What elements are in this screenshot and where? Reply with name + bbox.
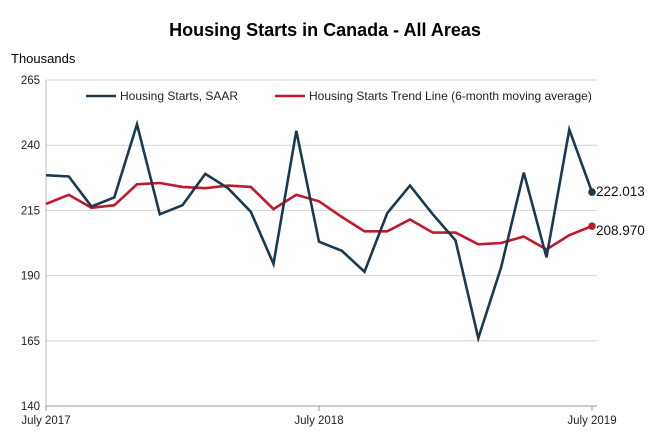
series-lines (45, 119, 596, 344)
legend-label-0: Housing Starts, SAAR (120, 89, 238, 103)
chart-title: Housing Starts in Canada - All Areas (169, 20, 481, 40)
y-tick-label: 190 (21, 271, 40, 283)
y-tick-label: 165 (21, 336, 40, 348)
y-axis-unit-label: Thousands (11, 51, 76, 66)
data-point (588, 188, 596, 196)
x-tick-label: July 2017 (21, 415, 70, 427)
series-line-1 (45, 181, 593, 252)
data-point (588, 222, 596, 230)
grid-lines (45, 79, 597, 407)
y-tick-label: 240 (21, 140, 40, 152)
legend-label-1: Housing Starts Trend Line (6-month movin… (309, 89, 592, 103)
y-tick-label: 265 (21, 75, 40, 87)
end-label-0: 222.013 (596, 184, 645, 199)
end-label-1: 208.970 (596, 223, 645, 238)
y-axis-ticks: 140 165 190 215 240 265 (21, 75, 40, 413)
legend: Housing Starts, SAAR Housing Starts Trend… (86, 89, 592, 103)
y-tick-label: 140 (21, 401, 40, 413)
end-labels: 222.013 208.970 (596, 184, 645, 238)
y-tick-label: 215 (21, 205, 40, 217)
series-line-0 (45, 119, 594, 344)
x-axis-ticks: July 2017 July 2018 July 2019 (21, 406, 617, 427)
x-tick-label: July 2018 (294, 415, 343, 427)
x-tick-label: July 2019 (567, 415, 616, 427)
